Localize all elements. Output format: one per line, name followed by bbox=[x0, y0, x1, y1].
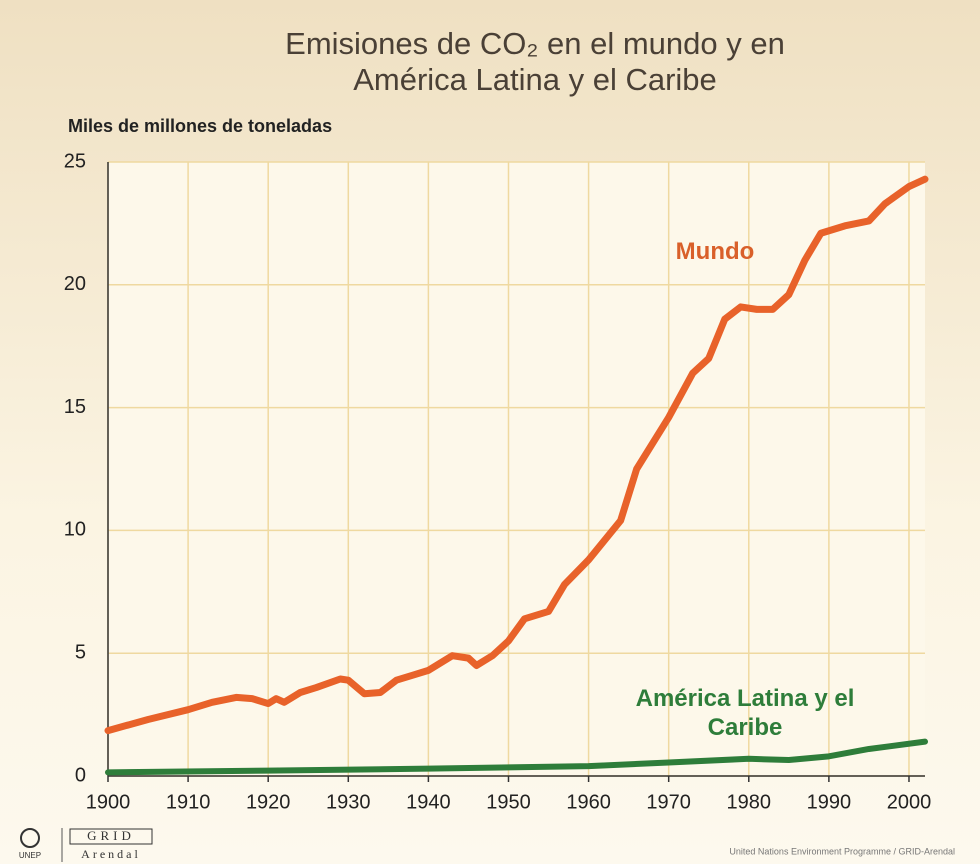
y-tick-label: 15 bbox=[64, 396, 86, 418]
x-tick-label: 1970 bbox=[646, 791, 691, 813]
y-tick-label: 25 bbox=[64, 150, 86, 172]
chart-title: Emisiones de CO₂ en el mundo y en bbox=[285, 26, 785, 61]
x-tick-label: 1980 bbox=[727, 791, 772, 813]
series-line bbox=[104, 175, 929, 735]
series-line bbox=[105, 738, 928, 776]
y-tick-label: 20 bbox=[64, 273, 86, 295]
x-tick-label: 1990 bbox=[807, 791, 852, 813]
credit: United Nations Environment Programme / G… bbox=[729, 846, 955, 856]
x-tick-label: 1930 bbox=[326, 791, 371, 813]
y-axis-label: Miles de millones de toneladas bbox=[68, 116, 332, 136]
logo-text: GRID bbox=[87, 828, 135, 843]
y-tick-label: 5 bbox=[75, 641, 86, 663]
logo-box bbox=[69, 828, 153, 845]
chart-title: América Latina y el Caribe bbox=[353, 62, 717, 97]
logo-icon bbox=[20, 828, 40, 848]
series-label: Mundo bbox=[675, 238, 755, 265]
x-tick-label: 1910 bbox=[166, 791, 211, 813]
y-tick-label: 0 bbox=[75, 764, 86, 786]
plot-area bbox=[108, 162, 925, 776]
series-label: América Latina y el Caribe bbox=[635, 685, 855, 741]
logo-text: UNEP bbox=[19, 851, 41, 860]
x-tick-label: 1940 bbox=[406, 791, 451, 813]
x-tick-label: 1960 bbox=[566, 791, 611, 813]
x-tick-label: 1900 bbox=[86, 791, 131, 813]
x-tick-label: 2000 bbox=[887, 791, 932, 813]
y-tick-label: 10 bbox=[64, 519, 86, 541]
x-tick-label: 1950 bbox=[486, 791, 531, 813]
logo-text: Arendal bbox=[81, 847, 141, 861]
x-tick-label: 1920 bbox=[246, 791, 291, 813]
